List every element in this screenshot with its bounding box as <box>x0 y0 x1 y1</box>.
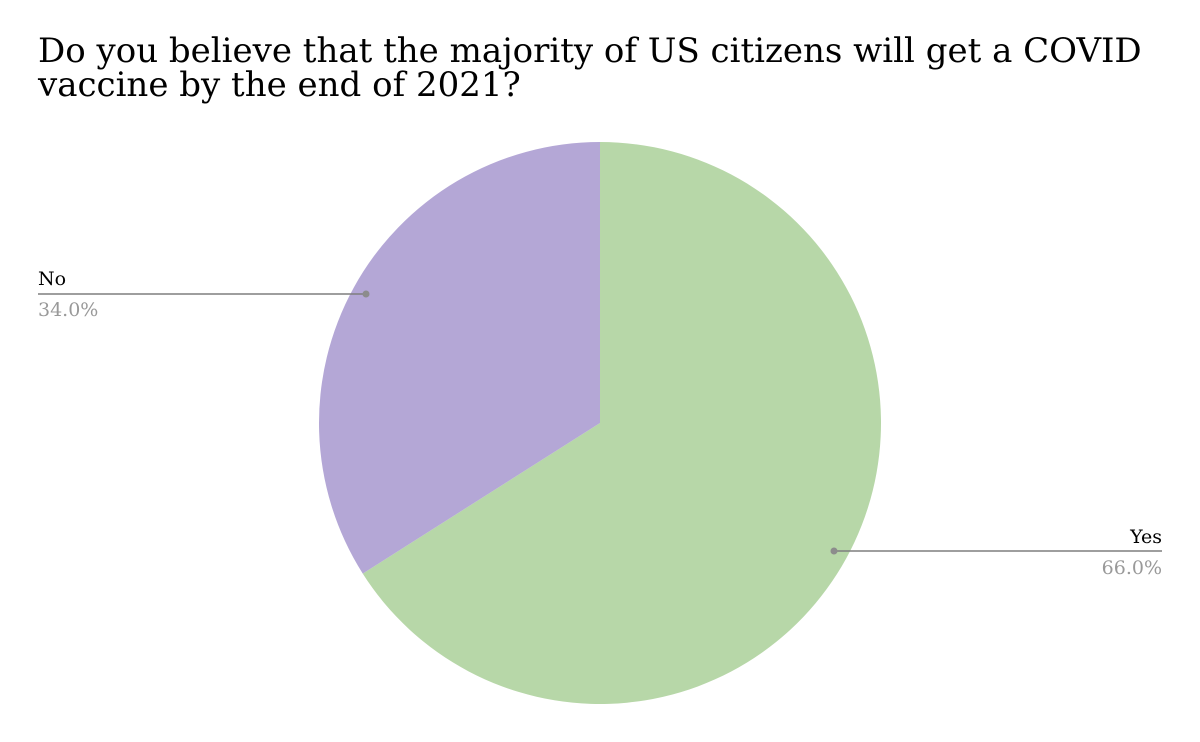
leader-dot-no <box>362 290 370 298</box>
slice-percent-yes: 66.0% <box>1102 557 1162 579</box>
chart-title: Do you believe that the majority of US c… <box>38 31 1142 105</box>
pie-slice-yes <box>362 142 881 704</box>
pie-slice-no <box>319 142 600 574</box>
leader-dot-yes <box>830 547 838 555</box>
label-group-no: No 34.0% <box>38 268 370 321</box>
label-group-yes: Yes 66.0% <box>830 526 1162 579</box>
pie-slices <box>319 142 881 704</box>
slice-name-yes: Yes <box>1129 526 1162 548</box>
slice-percent-no: 34.0% <box>38 299 98 321</box>
slice-name-no: No <box>38 268 66 290</box>
